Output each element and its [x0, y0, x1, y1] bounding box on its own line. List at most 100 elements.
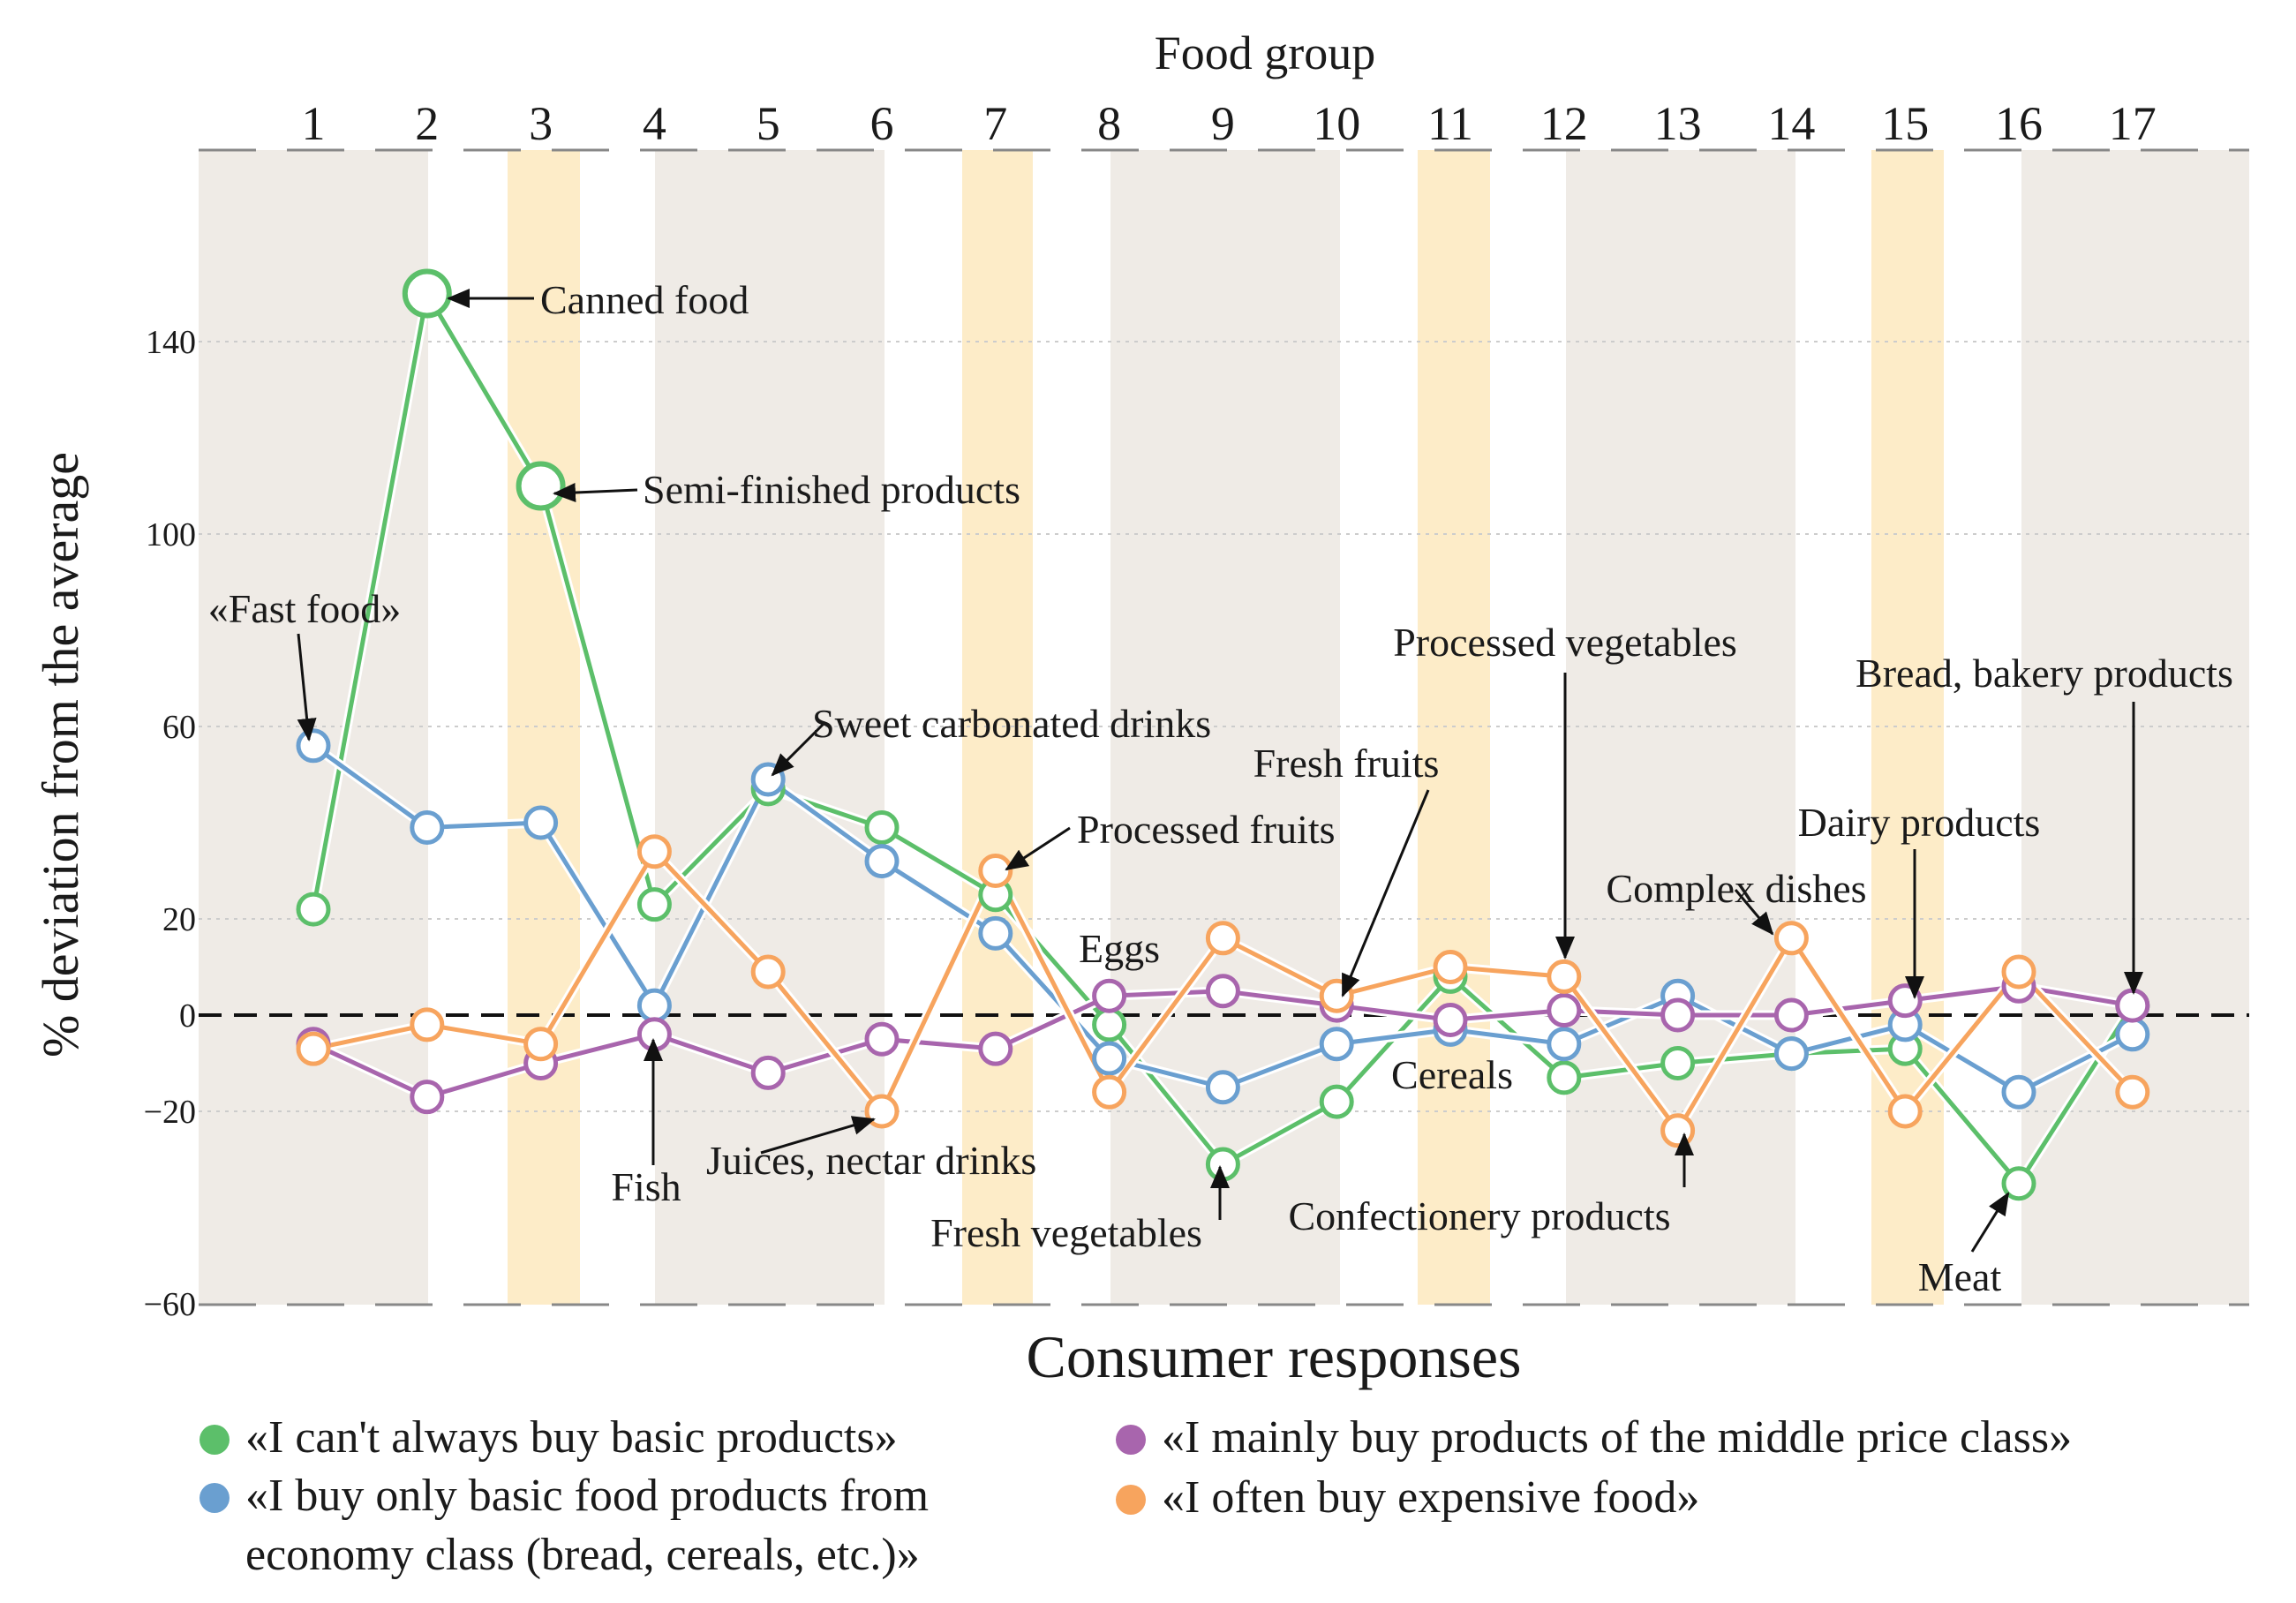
data-point-series-1: [1319, 1084, 1354, 1119]
data-point-series-3: [2115, 988, 2150, 1023]
data-point-series-1: [636, 887, 672, 922]
legend-label: «I can't always buy basic products»: [245, 1412, 898, 1463]
top-tick-label: 3: [529, 97, 553, 150]
legend-label: «I often buy expensive food»: [1162, 1472, 1699, 1523]
data-point-series-4: [750, 954, 786, 990]
data-point-series-4: [1092, 1074, 1127, 1110]
annotation-label: Cereals: [1391, 1052, 1513, 1097]
annotation-label: Fresh vegetables: [930, 1210, 1202, 1255]
data-point-series-4: [1205, 921, 1240, 956]
annotation-label: Semi-finished products: [643, 467, 1020, 512]
x-axis-title: Consumer responses: [1027, 1323, 1522, 1390]
legend-label: «I mainly buy products of the middle pri…: [1162, 1412, 2072, 1463]
annotation-label: Confectionery products: [1288, 1193, 1670, 1238]
annotation-arrow: [760, 1116, 876, 1155]
legend-marker: [1116, 1485, 1146, 1515]
data-point-series-4: [864, 1094, 900, 1129]
data-point-series-3: [410, 1080, 445, 1115]
data-point-series-3: [1547, 993, 1582, 1028]
top-tick-label: 2: [415, 97, 439, 150]
data-point-series-4: [2001, 954, 2036, 990]
annotation-arrow: [771, 720, 827, 777]
data-point-series-2: [2115, 1017, 2150, 1052]
data-point-series-1: [296, 892, 331, 927]
data-point-series-2: [636, 988, 672, 1023]
legend-marker: [199, 1483, 230, 1513]
data-point-series-4: [978, 854, 1013, 888]
annotation-arrow: [1734, 889, 1774, 936]
annotation-label: Sweet carbonated drinks: [812, 701, 1211, 746]
data-point-series-1: [1205, 1147, 1240, 1182]
y-tick-label: 60: [162, 709, 196, 746]
data-point-series-2: [1319, 1027, 1354, 1062]
top-tick-label: 17: [2109, 97, 2157, 150]
data-point-series-1: [1092, 1007, 1127, 1042]
annotation-arrow: [1005, 826, 1071, 871]
data-point-series-2: [978, 915, 1013, 951]
top-tick-label: 14: [1767, 97, 1815, 150]
data-point-series-2: [1547, 1027, 1582, 1062]
top-tick-label: 7: [983, 97, 1007, 150]
data-point-series-1: [2001, 1166, 2036, 1201]
annotation-arrow: [297, 633, 317, 741]
data-point-series-4: [1773, 921, 1809, 956]
data-point-series-2: [864, 844, 900, 879]
data-point-series-1: [516, 461, 566, 511]
annotation-arrow: [553, 482, 638, 502]
y-axis-title: % deviation from the average: [32, 452, 89, 1057]
top-tick-label: 9: [1211, 97, 1235, 150]
legend-marker: [199, 1425, 230, 1455]
data-point-series-4: [523, 1027, 559, 1062]
top-tick-label: 1: [302, 97, 326, 150]
data-point-series-2: [1205, 1070, 1240, 1105]
data-point-series-2: [1092, 1041, 1127, 1076]
y-tick-label: 100: [146, 516, 196, 553]
data-point-series-4: [636, 834, 672, 869]
data-point-series-3: [1773, 997, 1809, 1033]
data-point-series-4: [1547, 959, 1582, 994]
y-tick-label: −60: [144, 1286, 196, 1323]
data-point-series-3: [1433, 1002, 1468, 1037]
top-tick-label: 15: [1881, 97, 1929, 150]
data-point-series-3: [1092, 978, 1127, 1013]
data-point-series-3: [750, 1055, 786, 1090]
top-tick-label: 5: [757, 97, 780, 150]
background-band-orange: [1871, 150, 1944, 1305]
annotation-label: Canned food: [540, 277, 749, 322]
data-point-series-3: [1205, 974, 1240, 1009]
annotation-label: Meat: [1918, 1254, 2002, 1299]
top-axis-title: Food group: [1155, 26, 1376, 79]
annotation-label: Fresh fruits: [1253, 741, 1440, 786]
annotation-arrow: [1970, 1192, 2010, 1253]
data-point-series-3: [1660, 997, 1696, 1033]
y-tick-label: 20: [162, 901, 196, 938]
data-point-series-1: [1547, 1060, 1582, 1095]
annotation-label: Bread, bakery products: [1856, 651, 2233, 696]
annotation-label: Processed vegetables: [1393, 620, 1737, 665]
annotation-label: Juices, nectar drinks: [706, 1138, 1036, 1183]
top-tick-label: 4: [643, 97, 666, 150]
data-point-series-4: [1660, 1113, 1696, 1148]
annotation-label: Fish: [611, 1164, 681, 1209]
legend-label: economy class (bread, cereals, etc.)»: [245, 1530, 920, 1580]
data-point-series-4: [410, 1007, 445, 1042]
y-tick-label: −20: [144, 1094, 196, 1131]
top-tick-label: 10: [1313, 97, 1360, 150]
data-point-series-4: [296, 1031, 331, 1066]
data-point-series-1: [864, 809, 900, 845]
annotation-label: Complex dishes: [1606, 866, 1866, 911]
data-point-series-1: [402, 268, 452, 319]
data-point-series-4: [1433, 950, 1468, 984]
data-point-series-3: [978, 1031, 1013, 1066]
data-point-series-2: [410, 809, 445, 845]
data-point-series-2: [296, 728, 331, 764]
data-point-series-2: [2001, 1074, 2036, 1110]
y-tick-label: 140: [146, 324, 196, 361]
top-tick-label: 8: [1097, 97, 1121, 150]
top-tick-label: 16: [1995, 97, 2043, 150]
top-tick-label: 13: [1654, 97, 1702, 150]
data-point-series-2: [1773, 1036, 1809, 1072]
top-tick-label: 12: [1540, 97, 1588, 150]
